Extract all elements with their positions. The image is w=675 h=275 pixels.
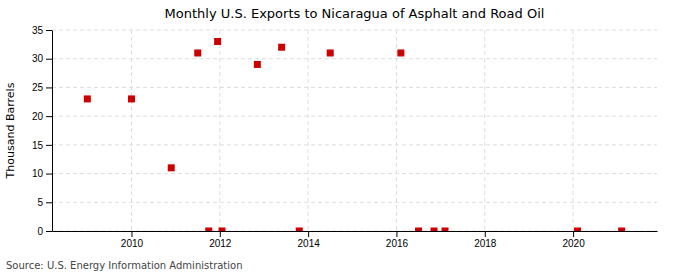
x-tick: 2010 — [121, 231, 144, 249]
x-tick-mark — [220, 231, 221, 237]
point — [194, 49, 201, 56]
y-tick: 0 — [37, 226, 52, 237]
y-tick-label: 30 — [32, 53, 44, 64]
y-grid-line — [52, 144, 657, 145]
y-tick-mark — [46, 202, 52, 203]
point — [214, 38, 221, 45]
y-tick-mark — [46, 59, 52, 60]
x-grid-line — [396, 30, 397, 231]
y-tick-mark — [46, 87, 52, 88]
y-tick: 30 — [32, 53, 52, 64]
x-tick-label: 2014 — [298, 238, 321, 249]
x-tick: 2012 — [209, 231, 232, 249]
y-tick-label: 35 — [32, 25, 44, 36]
y-axis-title: Thousand Barrels — [4, 82, 17, 179]
point — [415, 228, 422, 232]
point — [205, 228, 212, 232]
point — [574, 228, 581, 232]
point — [618, 228, 625, 232]
y-grid-line — [52, 231, 657, 232]
y-grid-line — [52, 202, 657, 203]
x-grid-line — [219, 30, 220, 231]
point — [397, 49, 404, 56]
y-axis-line — [52, 31, 53, 232]
point — [254, 61, 261, 68]
plot-area: 2010 2012 2014 2016 2018 2020 0 5 10 15 20 25 30 35 — [32, 25, 658, 249]
y-tick-label: 5 — [37, 197, 43, 208]
y-tick-label: 0 — [37, 226, 43, 237]
y-tick-label: 15 — [32, 140, 44, 151]
x-tick-label: 2016 — [386, 238, 409, 249]
source-note: Source: U.S. Energy Information Administ… — [6, 260, 243, 271]
chart-container: 2010 2012 2014 2016 2018 2020 0 5 10 15 20 25 30 35 Mo… — [0, 0, 675, 275]
y-tick-mark — [46, 145, 52, 146]
x-tick: 2014 — [298, 231, 321, 249]
points — [84, 38, 625, 231]
y-tick-mark — [46, 231, 52, 232]
point — [430, 228, 437, 232]
x-grid-line — [131, 30, 132, 231]
y-tick-label: 20 — [32, 111, 44, 122]
x-grid-line — [573, 30, 574, 231]
point — [278, 44, 285, 51]
y-grid-line — [52, 116, 657, 117]
x-tick-mark — [396, 231, 397, 237]
point — [84, 95, 91, 102]
x-tick-label: 2012 — [209, 238, 232, 249]
point — [327, 49, 334, 56]
y-tick-label: 25 — [32, 82, 44, 93]
x-tick-label: 2018 — [474, 238, 497, 249]
x-tick-mark — [485, 231, 486, 237]
y-grid-line — [52, 58, 657, 59]
x-tick-mark — [573, 231, 574, 237]
point — [296, 228, 303, 232]
x-tick-label: 2020 — [562, 238, 585, 249]
y-grid-line — [52, 173, 657, 174]
y-axis: 0 5 10 15 20 25 30 35 — [32, 25, 53, 237]
grid — [52, 30, 657, 231]
point — [219, 228, 226, 232]
point — [128, 95, 135, 102]
x-axis-line — [53, 231, 658, 232]
y-tick-label: 10 — [32, 168, 44, 179]
x-grid-line — [308, 30, 309, 231]
x-tick: 2016 — [386, 231, 409, 249]
y-grid-line — [52, 87, 657, 88]
y-tick-mark — [46, 174, 52, 175]
y-tick-mark — [46, 30, 52, 31]
x-tick-mark — [131, 231, 132, 237]
x-grid-line — [484, 30, 485, 231]
y-tick: 15 — [32, 140, 52, 151]
x-tick: 2018 — [474, 231, 497, 249]
y-tick: 10 — [32, 168, 52, 179]
x-tick-mark — [308, 231, 309, 237]
x-axis: 2010 2012 2014 2016 2018 2020 — [53, 231, 658, 249]
y-tick: 5 — [37, 197, 52, 208]
y-grid-line — [52, 30, 657, 31]
y-tick: 20 — [32, 111, 52, 122]
point — [168, 164, 175, 171]
y-tick-mark — [46, 116, 52, 117]
title: Monthly U.S. Exports to Nicaragua of Asp… — [165, 6, 545, 21]
point — [442, 228, 449, 232]
y-tick: 35 — [32, 25, 52, 36]
x-tick: 2020 — [562, 231, 585, 249]
y-tick: 25 — [32, 82, 52, 93]
x-tick-label: 2010 — [121, 238, 144, 249]
chart-svg: 2010 2012 2014 2016 2018 2020 0 5 10 15 20 25 30 35 Mo… — [0, 0, 675, 275]
